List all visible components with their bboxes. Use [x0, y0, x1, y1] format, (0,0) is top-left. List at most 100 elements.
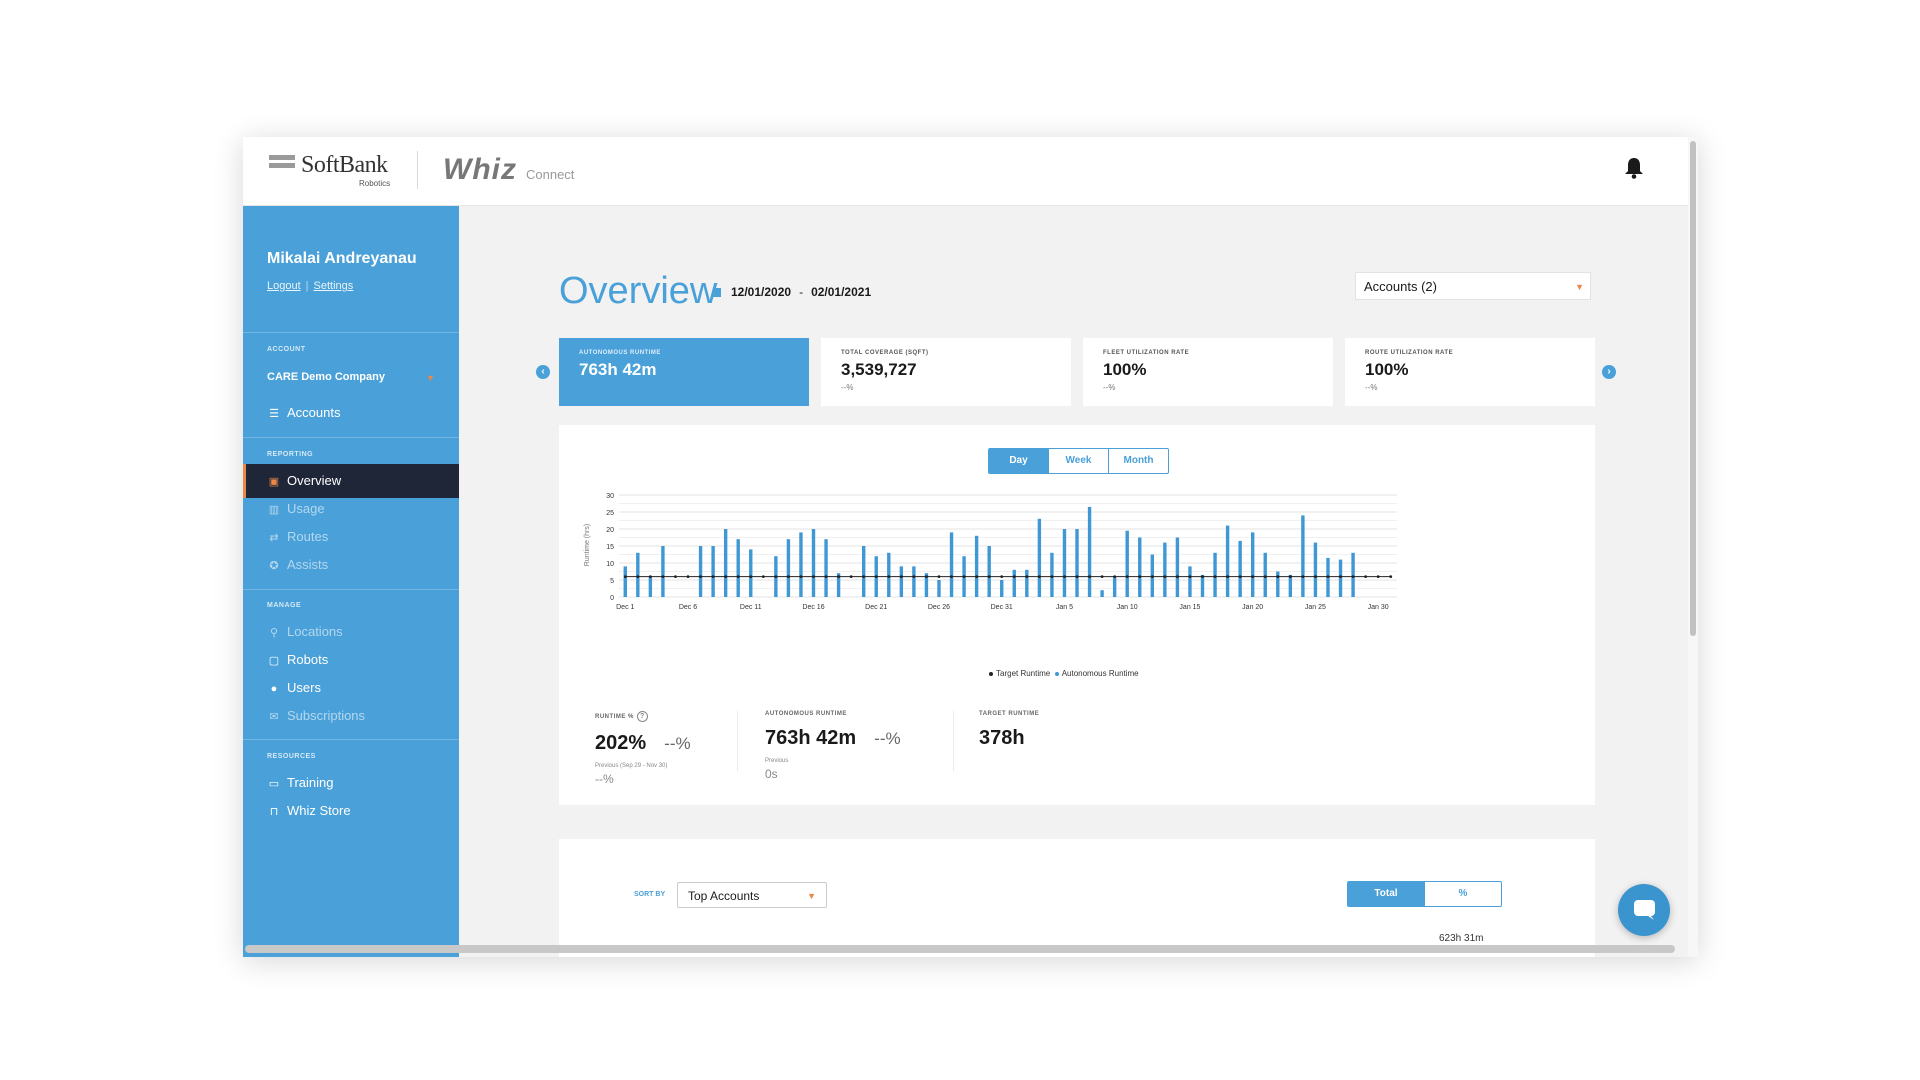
sidebar-item-assists[interactable]: ✪ Assists [243, 548, 459, 582]
notifications-bell-icon[interactable] [1624, 157, 1644, 184]
target-point [787, 575, 790, 578]
sidebar-item-subscriptions[interactable]: ✉ Subscriptions [243, 699, 459, 733]
bar [1138, 537, 1142, 597]
bar [1062, 529, 1067, 597]
x-tick-label: Jan 10 [1117, 604, 1138, 611]
calendar-icon[interactable] [713, 288, 721, 297]
sidebar-item-label: Routes [287, 529, 329, 544]
softbank-wordmark: SoftBank [301, 152, 388, 178]
scrollbar-thumb[interactable] [1690, 141, 1696, 636]
target-point [674, 575, 677, 578]
y-tick-label: 0 [610, 595, 614, 602]
bar [1288, 574, 1293, 597]
logout-link[interactable]: Logout [267, 280, 301, 292]
bar [949, 532, 954, 597]
target-point [1351, 575, 1355, 578]
sidebar-item-training[interactable]: ▭ Training [243, 766, 459, 800]
sidebar-item-usage[interactable]: ▥ Usage [243, 492, 459, 526]
stat-divider [737, 711, 738, 771]
tab-day[interactable]: Day [989, 449, 1048, 473]
runtime-chart-card: Day Week Month 0 5 10 15 20 25 30 Runtime (hrs)… [559, 425, 1595, 805]
kpi-card-total-coverage[interactable]: TOTAL COVERAGE (SQFT) 3,539,727 --% [821, 338, 1071, 406]
stat-label: TARGET RUNTIME [979, 711, 1040, 717]
sidebar-item-label: Robots [287, 652, 329, 667]
target-point [1088, 575, 1091, 578]
chat-button[interactable] [1618, 884, 1670, 936]
sidebar-item-label: Usage [287, 501, 325, 516]
sidebar-item-accounts[interactable]: ☰ Accounts [243, 396, 459, 430]
tab-total[interactable]: Total [1348, 882, 1424, 906]
top-bar: SoftBank Robotics Whiz Connect [243, 137, 1688, 206]
app-window: SoftBank Robotics Whiz Connect Mikalai A… [243, 137, 1698, 957]
bar [1238, 540, 1242, 597]
accounts-dropdown[interactable]: Accounts (2) ▼ [1355, 272, 1591, 300]
bar [912, 566, 916, 597]
kpi-change: --% [1103, 383, 1116, 392]
target-point [1063, 575, 1066, 578]
target-point [1326, 575, 1330, 578]
kpi-card-fleet-utilization[interactable]: FLEET UTILIZATION RATE 100% --% [1083, 338, 1333, 406]
sidebar-item-label: Training [287, 775, 334, 790]
account-selector[interactable]: CARE Demo Company [267, 371, 385, 383]
logo-divider [417, 151, 418, 189]
sidebar-item-routes[interactable]: ⇄ Routes [243, 520, 459, 554]
kpi-value: 3,539,727 [841, 360, 917, 379]
sidebar-item-label: Overview [287, 473, 342, 488]
kpi-card-route-utilization[interactable]: ROUTE UTILIZATION RATE 100% --% [1345, 338, 1595, 406]
target-point [1113, 575, 1117, 578]
section-label-account: ACCOUNT [267, 346, 306, 353]
x-tick-label: Dec 1 [616, 604, 634, 611]
target-point [812, 575, 815, 578]
sidebar-item-locations[interactable]: ⚲ Locations [243, 615, 459, 649]
kpi-prev-arrow-icon[interactable]: ‹ [536, 365, 550, 379]
y-tick-label: 10 [606, 561, 614, 568]
sidebar-item-label: Subscriptions [287, 708, 366, 723]
vertical-scrollbar[interactable] [1688, 137, 1698, 957]
horizontal-scrollbar[interactable] [245, 945, 1675, 953]
tab-week[interactable]: Week [1048, 449, 1108, 473]
sidebar-item-users[interactable]: ● Users [243, 671, 459, 705]
chat-icon [1634, 900, 1655, 920]
bar [937, 580, 941, 597]
target-point [1389, 575, 1393, 578]
target-point [950, 575, 953, 578]
target-point [1226, 575, 1229, 578]
overview-icon: ▣ [268, 476, 280, 488]
target-point [1037, 575, 1041, 578]
bar [1276, 571, 1280, 597]
bar [749, 549, 753, 597]
bar [1100, 590, 1104, 597]
target-point [736, 575, 740, 578]
accounts-breakdown-card: SORT BY Top Accounts ▼ Total % 623h 31m [559, 839, 1595, 957]
target-point [1163, 575, 1167, 578]
target-point [1364, 575, 1368, 578]
sidebar-item-overview[interactable]: ▣ Overview [243, 464, 459, 498]
target-point [686, 575, 690, 578]
date-range[interactable]: 12/01/2020-02/01/2021 [731, 285, 871, 299]
help-icon[interactable]: ? [636, 711, 648, 722]
target-point [648, 575, 652, 578]
stat-previous-label: Previous (Sep 29 - Nov 30) [595, 763, 668, 769]
whiz-logo[interactable]: Whiz [443, 153, 517, 186]
settings-link[interactable]: Settings [313, 280, 354, 292]
bar [987, 546, 991, 597]
y-axis-label: Runtime (hrs) [584, 524, 591, 566]
bar [1012, 569, 1016, 597]
bar [836, 573, 841, 597]
kpi-next-arrow-icon[interactable]: › [1602, 365, 1616, 379]
tab-percent[interactable]: % [1424, 882, 1501, 906]
sidebar-item-whiz-store[interactable]: ⊓ Whiz Store [243, 794, 459, 828]
target-point [724, 575, 728, 578]
assist-icon: ✪ [269, 560, 279, 572]
stat-change: --% [664, 734, 691, 753]
bar [1213, 552, 1217, 597]
chevron-down-icon[interactable]: ▼ [426, 373, 435, 383]
sort-dropdown[interactable]: Top Accounts ▼ [677, 882, 827, 908]
sidebar-item-robots[interactable]: ▢ Robots [243, 643, 459, 677]
target-point [874, 575, 878, 578]
total-percent-toggle: Total % [1347, 881, 1502, 907]
sidebar-divider [243, 332, 459, 333]
bar [1200, 574, 1205, 597]
tab-month[interactable]: Month [1108, 449, 1168, 473]
kpi-card-autonomous-runtime[interactable]: AUTONOMOUS RUNTIME 763h 42m [559, 338, 809, 406]
